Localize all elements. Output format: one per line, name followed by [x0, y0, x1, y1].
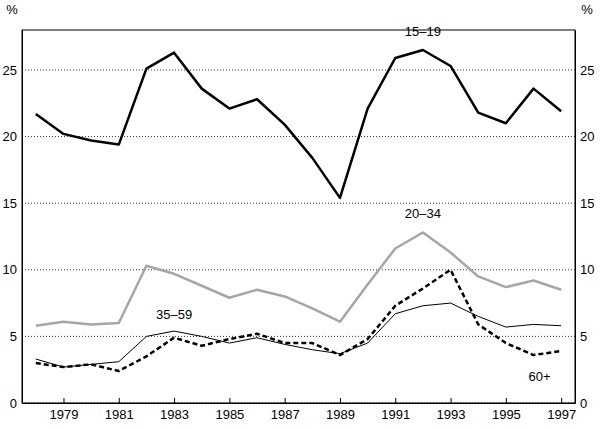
grid: [22, 70, 575, 403]
tick: 1993: [437, 398, 466, 422]
tick-label: 1995: [492, 407, 521, 422]
tick: 10: [3, 262, 22, 277]
tick-mark: [340, 398, 341, 403]
tick-mark: [229, 398, 230, 403]
lines: [36, 50, 561, 371]
series-label: 35–59: [156, 307, 192, 322]
tick: 20: [3, 129, 22, 144]
tick-label: 5: [10, 329, 17, 344]
tick: 1987: [271, 398, 300, 422]
tick-label: 15: [580, 196, 594, 211]
tick: 1991: [381, 398, 410, 422]
tick: 1981: [105, 398, 134, 422]
plot-frame: [22, 30, 575, 403]
series-label: 15–19: [405, 24, 441, 39]
tick-label: 10: [3, 262, 17, 277]
tick-label: 1983: [160, 407, 189, 422]
tick: 25: [3, 63, 22, 78]
y-axis-left: 0 5 10 15 20 25: [3, 31, 23, 411]
tick: 1995: [492, 398, 521, 422]
tick-label: 10: [580, 262, 594, 277]
tick: 0: [575, 396, 587, 411]
tick: 0: [10, 396, 22, 411]
tick: 20: [575, 129, 594, 144]
tick-label: 1993: [437, 407, 466, 422]
tick: 25: [575, 63, 594, 78]
tick-label: 0: [580, 396, 587, 411]
grid-line: [22, 69, 575, 70]
grid-line: [22, 336, 575, 337]
tick-label: 25: [3, 63, 17, 78]
grid-line: [22, 136, 575, 137]
tick-mark: [395, 398, 396, 403]
tick-label: 15: [3, 196, 17, 211]
tick-label: 0: [10, 396, 17, 411]
tick: 15: [3, 196, 22, 211]
tick-mark: [451, 398, 452, 403]
tick: 1989: [326, 398, 355, 422]
tick-label: 1979: [50, 407, 79, 422]
axis-line: [23, 403, 576, 404]
tick: 5: [10, 329, 22, 344]
tick-label: 1997: [547, 407, 576, 422]
tick: 1985: [215, 398, 244, 422]
tick-label: 1989: [326, 407, 355, 422]
series-label: 20–34: [405, 206, 441, 221]
tick: 1983: [160, 398, 189, 422]
tick-mark: [119, 398, 120, 403]
tick-mark: [506, 398, 507, 403]
y-unit-left: %: [6, 2, 18, 17]
y-axis-right: 0 5 10 15 20 25: [575, 31, 594, 411]
tick-mark: [63, 398, 64, 403]
series-label: 60+: [528, 369, 550, 384]
tick-label: 1991: [381, 407, 410, 422]
grid-line: [22, 203, 575, 204]
series-line: [36, 270, 561, 371]
grid-line: [22, 269, 575, 270]
tick-mark: [174, 398, 175, 403]
tick-label: 20: [3, 129, 17, 144]
tick-label: 20: [580, 129, 594, 144]
tick: 5: [575, 329, 587, 344]
tick-label: 1987: [271, 407, 300, 422]
tick-label: 25: [580, 63, 594, 78]
tick: 10: [575, 262, 594, 277]
chart: 0 5 10 15 20 25 0 5 10 15 20 25 1979 1981 1983 1985 1987…: [0, 0, 600, 430]
tick: 15: [575, 196, 594, 211]
tick-label: 1985: [215, 407, 244, 422]
axis-line: [575, 31, 576, 404]
tick-mark: [285, 398, 286, 403]
tick-label: 5: [580, 329, 587, 344]
tick: 1979: [50, 398, 79, 422]
y-unit-right: %: [581, 2, 593, 17]
x-axis: 1979 1981 1983 1985 1987 1989 1991 1993 1995 1997: [23, 398, 577, 422]
series-line: [36, 232, 561, 325]
tick: 1997: [547, 398, 576, 422]
series-line: [36, 303, 561, 367]
tick-label: 1981: [105, 407, 134, 422]
tick-mark: [561, 398, 562, 403]
axis-line: [22, 31, 23, 404]
series-line: [36, 50, 561, 198]
